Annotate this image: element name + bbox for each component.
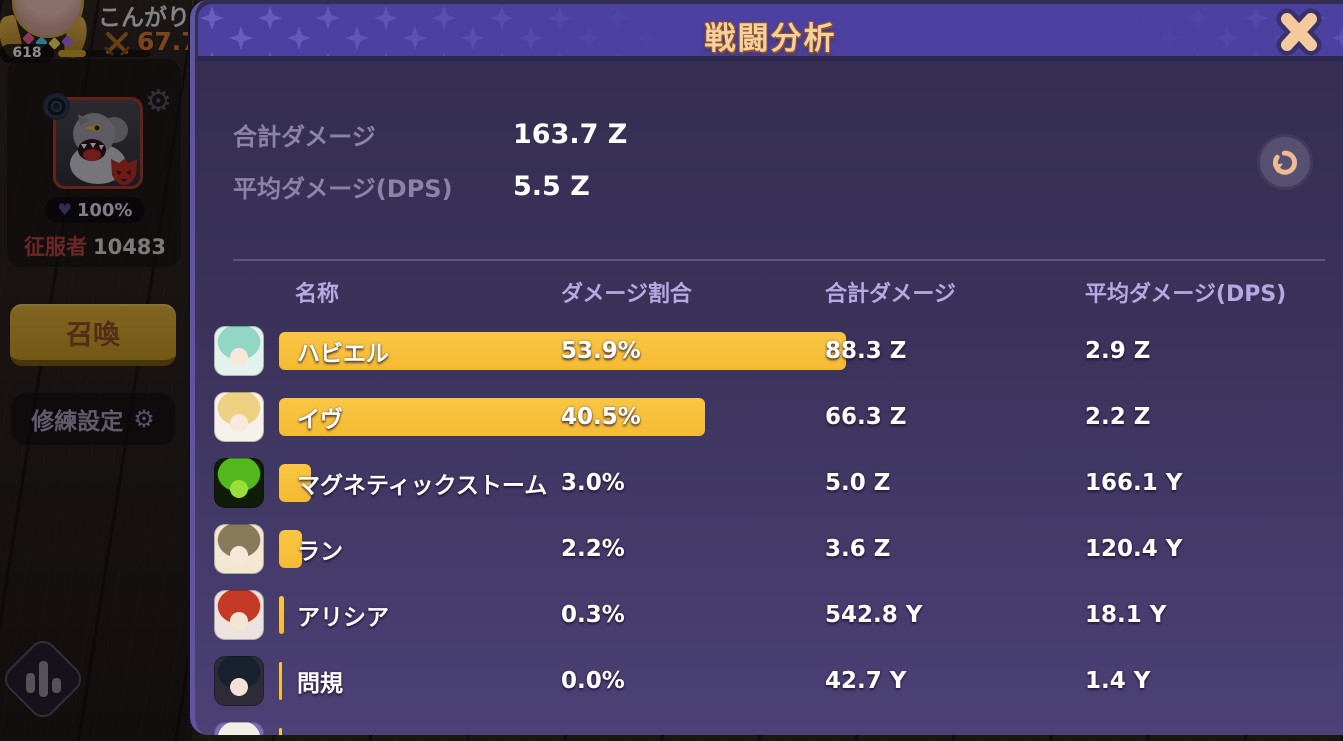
dps-cell: 1.4 Y	[1085, 668, 1151, 694]
character-name: ハビエル	[297, 341, 389, 367]
modal-title: 戦闘分析	[704, 21, 837, 57]
table-row: ラン 2.2% 3.6 Z 120.4 Y	[195, 516, 1343, 582]
damage-percent: 53.9%	[561, 338, 641, 364]
hp-value: 100%	[76, 199, 133, 221]
player-level-badge: 618	[0, 44, 54, 63]
column-header-total: 合計ダメージ	[825, 282, 956, 307]
modal-header: 戦闘分析	[198, 4, 1343, 61]
crossed-swords-icon	[104, 32, 130, 56]
damage-share-bar	[279, 728, 282, 735]
monster-panel: ⚙ ♥ 100%	[6, 58, 182, 268]
gear-icon[interactable]: ⚙	[145, 84, 172, 119]
table-header-row: 名称 ダメージ割合 合計ダメージ 平均ダメージ(DPS)	[195, 276, 1343, 307]
table-row: イヴ 40.5% 66.3 Z 2.2 Z	[195, 384, 1343, 450]
dps-value: 5.5 Z	[513, 170, 590, 202]
bar-chart-icon	[14, 650, 72, 708]
damage-share-bar	[279, 332, 847, 370]
damage-share-bar	[279, 596, 284, 634]
gear-icon: ⚙	[133, 405, 155, 433]
xp-bar-fill	[58, 50, 86, 57]
table-row	[195, 714, 1343, 735]
combat-power-value: 67.7	[137, 27, 199, 56]
refresh-button[interactable]	[1257, 134, 1313, 190]
summon-button-label: 召喚	[66, 319, 120, 351]
conqueror-row: 征服者 10483	[7, 231, 183, 261]
refresh-icon	[1272, 150, 1297, 175]
damage-share-bar	[279, 464, 311, 502]
dps-cell: 18.1 Y	[1085, 602, 1167, 628]
character-avatar	[214, 326, 264, 376]
total-damage-cell: 88.3 Z	[825, 338, 907, 364]
character-avatar	[214, 392, 264, 442]
summon-button[interactable]: 召喚	[10, 304, 176, 366]
character-name: イヴ	[297, 407, 343, 433]
close-icon[interactable]	[1271, 4, 1327, 60]
training-settings-label: 修練設定	[31, 409, 124, 435]
dps-cell: 166.1 Y	[1085, 470, 1183, 496]
conqueror-value: 10483	[92, 235, 167, 259]
character-avatar	[214, 590, 264, 640]
total-damage-cell: 3.6 Z	[825, 536, 891, 562]
damage-percent: 0.0%	[561, 668, 625, 694]
dps-cell: 2.9 Z	[1085, 338, 1151, 364]
column-header-dps: 平均ダメージ(DPS)	[1085, 282, 1287, 307]
rune-badge-icon[interactable]	[43, 93, 70, 120]
monster-hp: ♥ 100%	[45, 197, 145, 223]
damage-share-bar	[279, 398, 706, 436]
total-damage-value: 163.7 Z	[513, 118, 628, 150]
total-damage-cell: 66.3 Z	[825, 404, 907, 430]
damage-percent: 3.0%	[561, 470, 625, 496]
character-name: ラン	[297, 539, 343, 565]
demon-badge-icon	[111, 159, 137, 185]
heart-icon: ♥	[57, 200, 72, 219]
table-divider	[233, 259, 1325, 261]
total-damage-cell: 5.0 Z	[825, 470, 891, 496]
character-avatar	[214, 722, 264, 735]
damage-percent: 0.3%	[561, 602, 625, 628]
table-row: ハビエル 53.9% 88.3 Z 2.9 Z	[195, 318, 1343, 384]
table-row: アリシア 0.3% 542.8 Y 18.1 Y	[195, 582, 1343, 648]
character-avatar	[214, 656, 264, 706]
column-header-share: ダメージ割合	[561, 282, 692, 307]
total-damage-cell: 542.8 Y	[825, 602, 923, 628]
training-settings-button[interactable]: 修練設定 ⚙	[10, 392, 176, 446]
xp-bar	[58, 50, 150, 57]
damage-share-bar	[279, 662, 282, 700]
character-name: 問規	[297, 671, 343, 697]
character-name: マグネティックストーム	[297, 473, 548, 499]
character-avatar	[214, 524, 264, 574]
damage-percent: 2.2%	[561, 536, 625, 562]
dps-cell: 120.4 Y	[1085, 536, 1183, 562]
dps-summary: 平均ダメージ(DPS) 5.5 Z	[233, 170, 590, 203]
damage-table: ハビエル 53.9% 88.3 Z 2.9 Z イヴ 40.5% 66.3 Z …	[195, 318, 1343, 735]
dps-cell: 2.2 Z	[1085, 404, 1151, 430]
total-damage-label: 合計ダメージ	[233, 122, 376, 151]
battle-analysis-modal: 戦闘分析 合計ダメージ 163.7 Z 平均ダメージ(DPS) 5.5 Z 名称…	[190, 0, 1343, 735]
damage-percent: 40.5%	[561, 404, 641, 430]
character-avatar	[214, 458, 264, 508]
dps-label: 平均ダメージ(DPS)	[233, 174, 453, 203]
character-name: アリシア	[297, 605, 389, 631]
player-name: こんがり	[98, 5, 190, 31]
total-damage-cell: 42.7 Y	[825, 668, 907, 694]
table-row: 問規 0.0% 42.7 Y 1.4 Y	[195, 648, 1343, 714]
damage-share-bar	[279, 530, 303, 568]
total-damage-summary: 合計ダメージ 163.7 Z	[233, 118, 628, 151]
column-header-name: 名称	[295, 282, 340, 307]
table-row: マグネティックストーム 3.0% 5.0 Z 166.1 Y	[195, 450, 1343, 516]
conqueror-label: 征服者	[23, 235, 87, 259]
